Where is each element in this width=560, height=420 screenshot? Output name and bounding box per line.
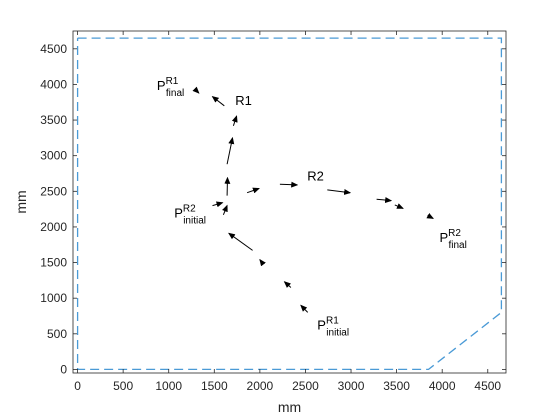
annotation-5: PR1 initial <box>317 316 349 339</box>
arrow-r2-1 <box>246 187 260 194</box>
series-r2 <box>212 181 434 219</box>
x-axis-ticks: 0 500 1000 1500 2000 2500 3000 3500 4000 4500 <box>74 31 501 393</box>
y-tick-label: 1000 <box>40 291 67 305</box>
plot-area <box>72 30 507 374</box>
annotation-1: R1 <box>235 93 252 108</box>
arrow-r1-2 <box>259 258 266 267</box>
x-tick-label: 4000 <box>429 379 456 393</box>
arrow-r1-6 <box>226 136 235 165</box>
arrow-r1-4 <box>222 204 228 215</box>
x-axis-label: mm <box>278 399 301 415</box>
arrow-r2-5 <box>394 203 404 209</box>
arrow-r1-9 <box>192 86 200 94</box>
x-tick-label: 2000 <box>247 379 274 393</box>
x-tick-label: 1500 <box>201 379 228 393</box>
x-tick-label: 4500 <box>474 379 501 393</box>
arrow-r2-4 <box>376 197 393 204</box>
y-tick-label: 500 <box>47 327 67 341</box>
series-r1 <box>192 86 309 313</box>
annotation-2: R2 <box>307 169 324 184</box>
y-tick-label: 4000 <box>40 77 67 91</box>
y-axis-label: mm <box>13 190 29 213</box>
y-tick-label: 4500 <box>40 42 67 56</box>
arrow-r2-6 <box>426 212 434 219</box>
x-tick-label: 3000 <box>338 379 365 393</box>
annotation-0: PR1 final <box>157 76 184 99</box>
x-tick-label: 3500 <box>383 379 410 393</box>
x-tick-label: 2500 <box>292 379 319 393</box>
arrow-r1-7 <box>231 115 238 126</box>
annotation-3: PR2 initial <box>174 204 206 227</box>
y-tick-label: 2000 <box>40 220 67 234</box>
arrow-r1-3 <box>228 232 253 251</box>
boundary-line <box>76 37 503 371</box>
arrow-r1-1 <box>283 281 292 289</box>
x-tick-label: 500 <box>113 379 133 393</box>
x-tick-label: 1000 <box>155 379 182 393</box>
boundary-outline <box>76 37 503 371</box>
annotations: PR1 final R1 R2 PR2 initial PR2 final PR1 initial <box>157 76 467 338</box>
arrow-r2-3 <box>327 188 352 195</box>
y-tick-label: 3000 <box>40 149 67 163</box>
y-tick-label: 1500 <box>40 256 67 270</box>
annotation-4: PR2 final <box>440 228 467 251</box>
arrow-r2-0 <box>212 201 224 208</box>
x-tick-label: 0 <box>74 379 81 393</box>
arrow-r2-2 <box>279 181 299 188</box>
series-layer <box>192 86 434 313</box>
y-tick-label: 3500 <box>40 113 67 127</box>
arrow-r1-8 <box>211 95 225 107</box>
arrow-r1-0 <box>300 304 309 313</box>
y-tick-label: 0 <box>60 362 67 376</box>
y-tick-label: 2500 <box>40 184 67 198</box>
y-axis-ticks: 0 500 1000 1500 2000 2500 3000 3500 4000 4500 <box>40 42 506 376</box>
